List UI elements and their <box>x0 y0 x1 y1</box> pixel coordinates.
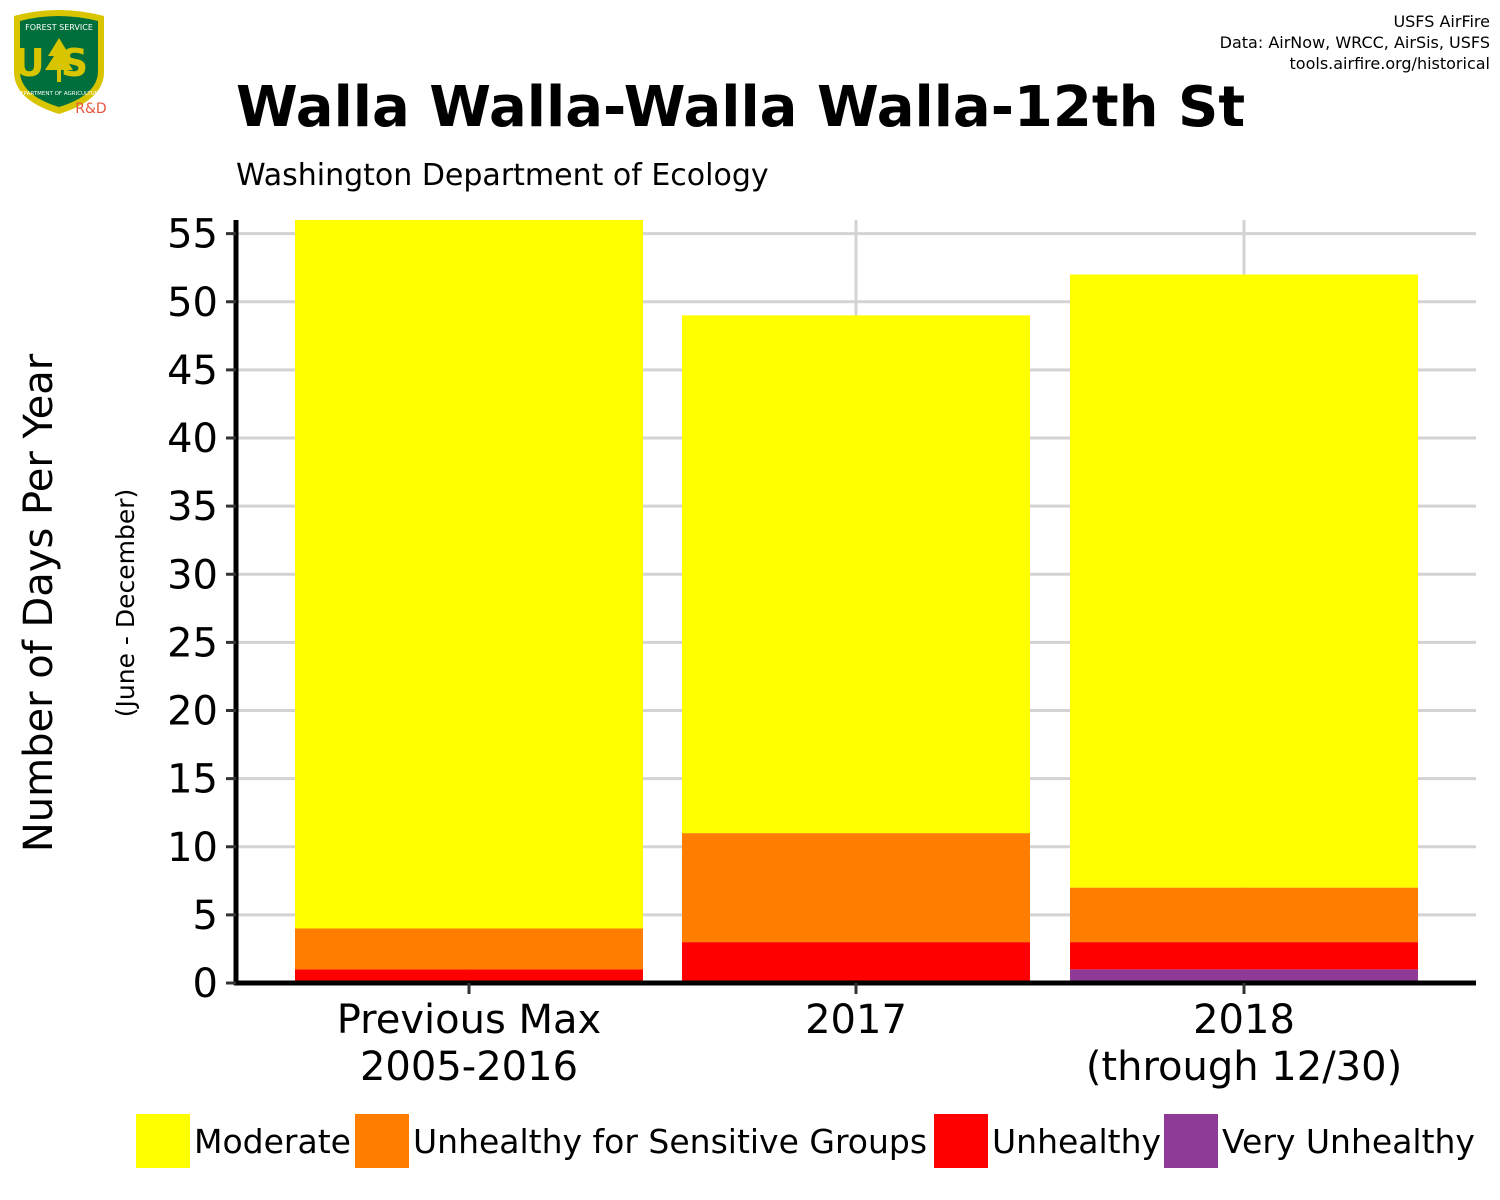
bar-segment-unhealthy-0 <box>295 969 643 983</box>
legend-swatch-unhealthy-for-sensitive-groups <box>355 1114 409 1168</box>
credit-line-1: USFS AirFire <box>1393 12 1490 31</box>
chart-title: Walla Walla-Walla Walla-12th St <box>236 75 1245 140</box>
legend-label-moderate: Moderate <box>194 1122 351 1161</box>
x-tick-label: 2018 <box>1193 997 1295 1043</box>
legend-swatch-unhealthy <box>934 1114 988 1168</box>
logo-tag: R&D <box>75 101 106 117</box>
y-tick-label: 20 <box>167 689 218 735</box>
legend-swatch-very-unhealthy <box>1164 1114 1218 1168</box>
legend-swatch-moderate <box>136 1114 190 1168</box>
bars <box>295 220 1418 983</box>
y-tick-label: 15 <box>167 757 218 803</box>
y-axis-subtitle: (June - December) <box>111 489 140 718</box>
bar-segment-moderate-1 <box>682 315 1030 834</box>
y-tick-label: 45 <box>167 348 218 394</box>
chart-subtitle: Washington Department of Ecology <box>236 158 769 193</box>
x-tick-label: 2005-2016 <box>360 1044 578 1090</box>
legend-label-unhealthy-for-sensitive-groups: Unhealthy for Sensitive Groups <box>413 1122 927 1161</box>
legend-label-unhealthy: Unhealthy <box>992 1122 1161 1161</box>
credit-line-3: tools.airfire.org/historical <box>1290 54 1490 73</box>
legend-label-very-unhealthy: Very Unhealthy <box>1222 1122 1475 1161</box>
x-tick-label: 2017 <box>805 997 907 1043</box>
bar-segment-moderate-0 <box>295 220 643 929</box>
logo-top-text: FOREST SERVICE <box>25 23 93 32</box>
bar-segment-unhealthy-1 <box>682 942 1030 983</box>
logo-bottom-text: DEPARTMENT OF AGRICULTURE <box>16 91 103 97</box>
credit-line-2: Data: AirNow, WRCC, AirSis, USFS <box>1220 33 1490 52</box>
bar-segment-very-unhealthy-2 <box>1070 969 1418 983</box>
legend: Moderate Unhealthy for Sensitive Groups Un… <box>136 1114 1475 1168</box>
y-tick-label: 10 <box>167 825 218 871</box>
bar-segment-moderate-2 <box>1070 274 1418 888</box>
y-axis-title: Number of Days Per Year <box>16 353 62 852</box>
bar-segment-unhealthy-2 <box>1070 942 1418 970</box>
y-tick-labels: 0 5 10 15 20 25 30 35 40 45 50 55 <box>167 212 218 1007</box>
bar-segment-unhealthy-for-sensitive-groups-2 <box>1070 887 1418 943</box>
y-tick-label: 25 <box>167 620 218 666</box>
y-tick-label: 50 <box>167 280 218 326</box>
y-tick-label: 5 <box>193 893 218 939</box>
y-tick-label: 0 <box>193 961 218 1007</box>
pine-tree-icon <box>45 38 73 82</box>
y-tick-label: 40 <box>167 416 218 462</box>
y-tick-label: 30 <box>167 552 218 598</box>
usfs-logo: FOREST SERVICE US DEPARTMENT OF AGRICULT… <box>14 10 107 117</box>
y-tick-label: 35 <box>167 484 218 530</box>
y-tick-label: 55 <box>167 212 218 258</box>
axes <box>226 220 1476 994</box>
x-tick-label: Previous Max <box>337 997 601 1043</box>
bar-segment-unhealthy-for-sensitive-groups-0 <box>295 928 643 970</box>
x-tick-label: (through 12/30) <box>1086 1044 1402 1090</box>
bar-segment-unhealthy-for-sensitive-groups-1 <box>682 833 1030 943</box>
